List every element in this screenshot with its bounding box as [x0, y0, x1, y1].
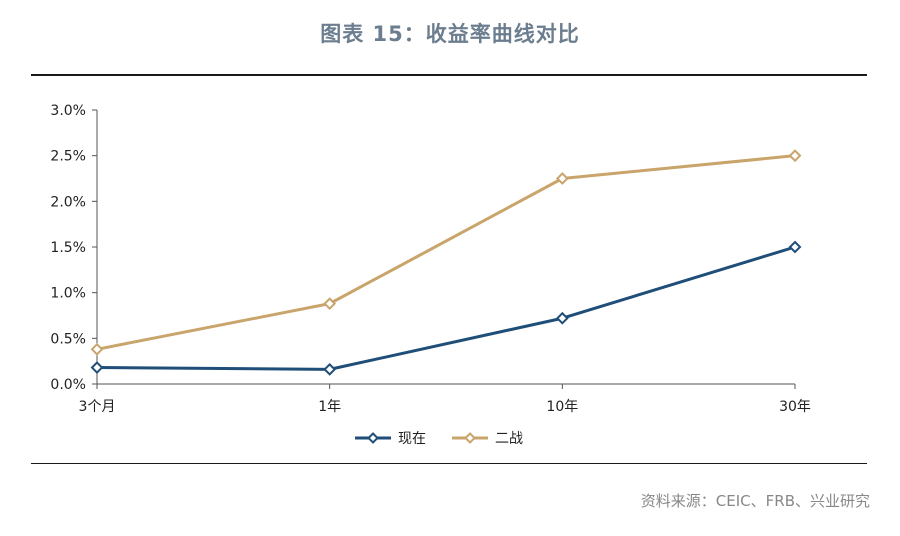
data-point	[464, 432, 476, 444]
data-point	[367, 432, 379, 444]
series-line	[96, 245, 796, 371]
x-tick-label: 10年	[546, 399, 578, 415]
y-tick-label: 0.0%	[50, 377, 86, 393]
y-tick-label: 2.0%	[50, 194, 86, 210]
series-current	[90, 240, 802, 376]
data-point	[555, 172, 569, 185]
chart-legend: 现在 二战	[355, 431, 523, 447]
y-tick-label: 1.0%	[50, 286, 86, 302]
data-point	[323, 297, 337, 311]
top-divider	[31, 74, 867, 76]
x-tick-label: 30年	[779, 399, 811, 415]
chart-series	[90, 149, 802, 376]
y-axis-ticks: 0.0% 0.5% 1.0% 1.5% 2.0% 2.5% 3.0%	[50, 103, 97, 393]
legend-label: 现在	[398, 431, 426, 447]
data-point	[788, 149, 802, 163]
chart-title: 图表 15：收益率曲线对比	[320, 22, 580, 46]
legend-item: 现在	[355, 431, 426, 447]
source-note: 资料来源：CEIC、FRB、兴业研究	[640, 492, 870, 510]
y-tick-label: 3.0%	[50, 103, 86, 119]
series-line	[96, 154, 796, 351]
data-point	[90, 342, 104, 356]
y-tick-label: 2.5%	[50, 149, 86, 165]
data-point	[323, 362, 337, 376]
x-axis-ticks: 3个月 1年 10年 30年	[79, 384, 811, 415]
data-point	[788, 240, 802, 254]
y-tick-label: 0.5%	[50, 331, 86, 347]
legend-item: 二战	[452, 431, 523, 447]
y-tick-label: 1.5%	[50, 240, 86, 256]
legend-label: 二战	[495, 431, 523, 447]
bottom-divider	[31, 463, 867, 464]
data-point	[555, 311, 569, 325]
x-tick-label: 3个月	[79, 399, 116, 415]
x-tick-label: 1年	[318, 399, 341, 415]
series-wwii	[90, 149, 802, 356]
data-point	[90, 361, 104, 374]
